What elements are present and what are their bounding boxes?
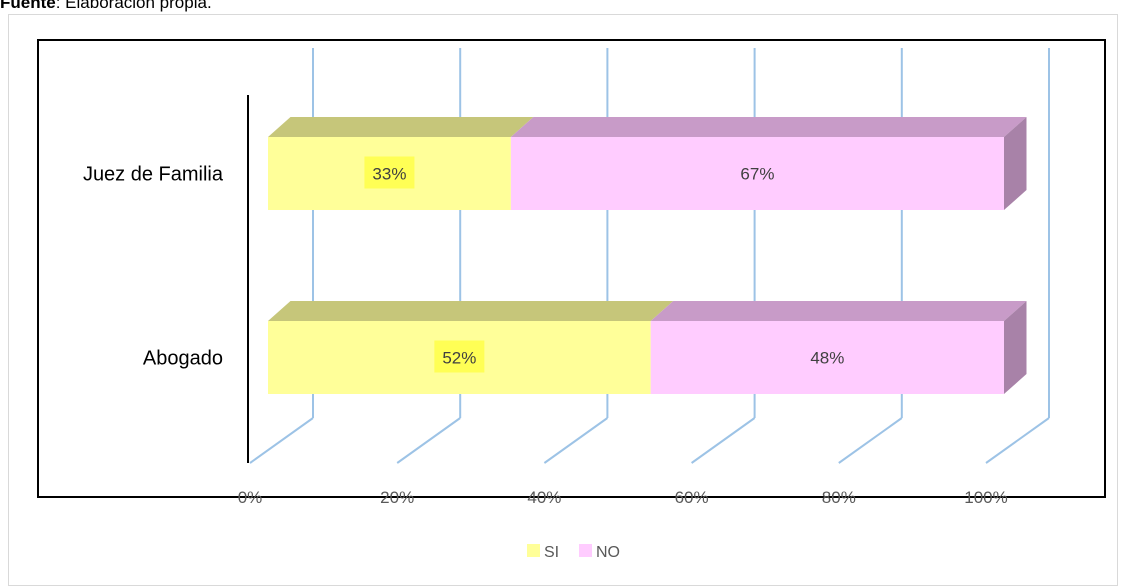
category-label-1: Abogado bbox=[143, 348, 223, 370]
gridline-floor-4 bbox=[838, 417, 903, 464]
x-tick-5: 100% bbox=[964, 488, 1007, 507]
data-label-SI-1: 52% bbox=[442, 349, 476, 368]
bar-top-NO-0 bbox=[510, 117, 1027, 137]
data-label-bg-SI-1 bbox=[434, 340, 485, 373]
source-caption: Fuente: Elaboración propia. bbox=[0, 0, 212, 13]
x-tick-2: 40% bbox=[527, 488, 561, 507]
x-tick-1: 20% bbox=[380, 488, 414, 507]
gridline-floor-3 bbox=[691, 417, 756, 464]
legend-label-SI: SI bbox=[544, 544, 559, 561]
data-label-NO-0: 67% bbox=[740, 165, 774, 184]
category-label-0: Juez de Familia bbox=[83, 164, 224, 186]
caption-bold: Fuente bbox=[0, 0, 56, 12]
x-tick-labels: 0% 20% 40% 60% 80% 100% bbox=[238, 488, 1008, 507]
bar-side-1 bbox=[1004, 301, 1027, 394]
gridline-floor-2 bbox=[543, 417, 608, 464]
bar-top-SI-0 bbox=[268, 117, 534, 137]
category-labels: Juez de Familia Abogado bbox=[83, 164, 224, 370]
gridline-floor-1 bbox=[396, 417, 461, 464]
gridline-floor-5 bbox=[985, 417, 1050, 464]
x-tick-3: 60% bbox=[675, 488, 709, 507]
data-label-NO-1: 48% bbox=[810, 349, 844, 368]
legend-label-NO: NO bbox=[596, 544, 620, 561]
bar-NO-1 bbox=[650, 321, 1004, 394]
caption-rest: : Elaboración propia. bbox=[55, 0, 212, 12]
legend-swatch-NO bbox=[579, 544, 592, 557]
gridlines bbox=[249, 48, 1050, 464]
x-tick-4: 80% bbox=[822, 488, 856, 507]
data-label-SI-0: 33% bbox=[372, 165, 406, 184]
bar-NO-0 bbox=[510, 137, 1004, 210]
bar-side-0 bbox=[1004, 117, 1027, 210]
data-labels: 33% 67% 52% 48% bbox=[364, 156, 844, 373]
legend-swatch-SI bbox=[527, 544, 540, 557]
bar-top-NO-1 bbox=[650, 301, 1027, 321]
x-tick-0: 0% bbox=[238, 488, 263, 507]
legend: SI NO bbox=[527, 544, 620, 561]
data-label-bg-SI-0 bbox=[364, 156, 415, 189]
bar-top-SI-1 bbox=[268, 301, 674, 321]
plot-area-border bbox=[37, 39, 1106, 498]
gridline-floor-0 bbox=[249, 417, 314, 464]
